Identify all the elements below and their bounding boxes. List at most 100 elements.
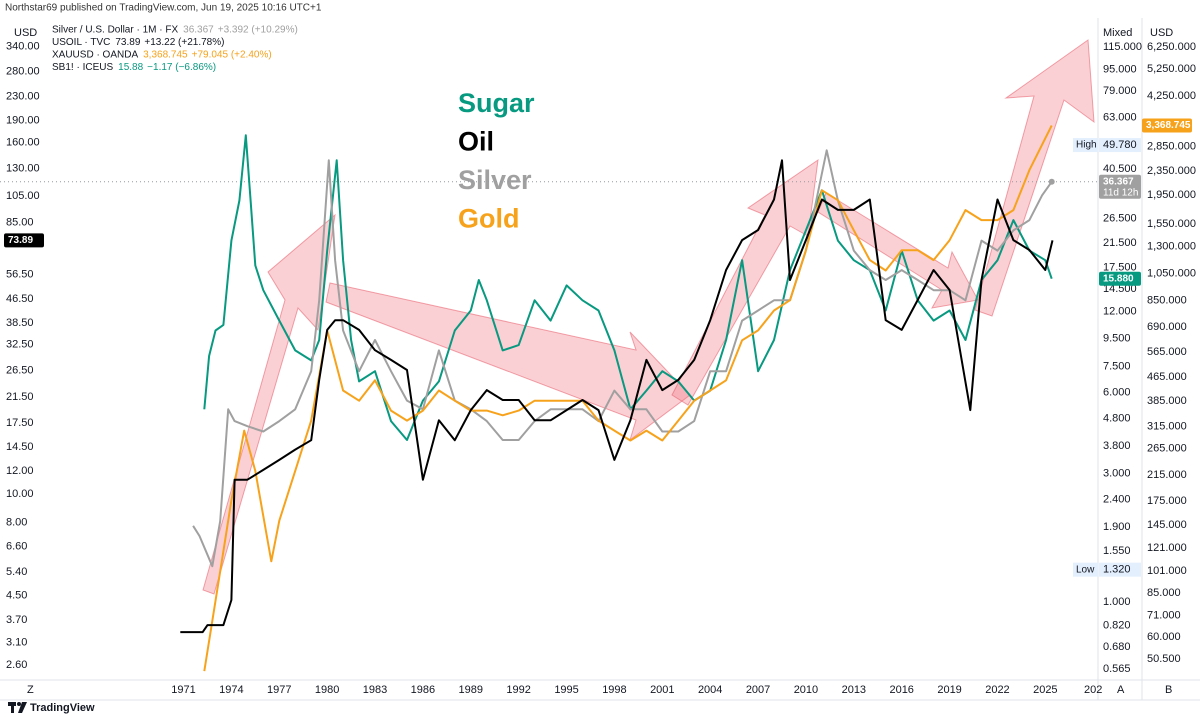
mixed-tick-label: 115.000	[1103, 41, 1142, 53]
legend-change: +3.392 (+10.29%)	[218, 25, 298, 36]
left-tick-label: 38.50	[6, 317, 34, 329]
x-tick-label: 2013	[842, 684, 866, 696]
countdown: 11d 12h	[1103, 187, 1138, 198]
usd-tick-label: 175.000	[1147, 495, 1187, 507]
annotation: Silver	[458, 165, 532, 195]
mixed-tick-label: 40.500	[1103, 163, 1137, 175]
x-tick-label: 2025	[1033, 684, 1057, 696]
x-tick-label: 2016	[889, 684, 913, 696]
annotation: Gold	[458, 204, 520, 234]
mixed-tick-label: 79.000	[1103, 85, 1137, 97]
mixed-tick-label: 12.000	[1103, 305, 1137, 317]
legend-value: 15.88	[118, 62, 143, 73]
high-tag: High	[1076, 140, 1097, 151]
legend-change: +13.22 (+21.78%)	[144, 37, 224, 48]
low-tag-box	[1073, 562, 1098, 577]
left-axis-title: USD	[14, 27, 37, 39]
mixed-tick-label: 1.000	[1103, 596, 1131, 608]
x-tick-label: 1971	[171, 684, 195, 696]
x-tick-label: 1980	[315, 684, 339, 696]
legend-name: USOIL · TVC	[52, 37, 110, 48]
x-tick-label: 1995	[554, 684, 578, 696]
left-tick-label: 46.50	[6, 293, 34, 305]
usd-tick-label: 1,050.000	[1147, 267, 1196, 279]
x-tick-label: 1989	[459, 684, 483, 696]
mixed-tick-label: 26.500	[1103, 213, 1137, 225]
series-line	[192, 149, 1053, 568]
price-label: 36.367	[1103, 176, 1134, 187]
legend-change: +79.045 (+2.40%)	[192, 50, 272, 61]
x-tick-label: 2022	[985, 684, 1009, 696]
legend-name: SB1! · ICEUS	[52, 62, 113, 73]
left-tick-label: 21.50	[6, 391, 34, 403]
usd-tick-label: 1,550.000	[1147, 218, 1196, 230]
left-tick-label: 280.00	[6, 65, 40, 77]
left-tick-label: 230.00	[6, 90, 40, 102]
last-point	[1048, 178, 1055, 185]
left-tick-label: 10.00	[6, 488, 34, 500]
left-tick-label: 14.50	[6, 441, 34, 453]
x-tick-label: 2010	[794, 684, 818, 696]
mixed-tick-label: 63.000	[1103, 111, 1137, 123]
left-tick-label: 12.00	[6, 465, 34, 477]
mixed-tick-label: 9.500	[1103, 333, 1131, 345]
price-label-box	[4, 233, 44, 248]
left-tick-label: 26.50	[6, 364, 34, 376]
arrow	[325, 282, 691, 442]
mixed-tick-label: 2.400	[1103, 494, 1131, 506]
legend-value: 3,368.745	[143, 50, 188, 61]
legend-value: 36.367	[183, 25, 214, 36]
left-tick-label: 8.00	[6, 516, 27, 528]
left-tick-label: 3.70	[6, 614, 27, 626]
left-tick-label: 190.00	[6, 115, 40, 127]
right2-axis-title: USD	[1150, 27, 1173, 39]
publisher: Northstar69 published on TradingView.com…	[5, 3, 322, 14]
usd-tick-label: 121.000	[1147, 542, 1187, 554]
usd-tick-label: 385.000	[1147, 395, 1187, 407]
usd-tick-label: 465.000	[1147, 371, 1187, 383]
mixed-tick-label: 1.900	[1103, 521, 1131, 533]
legend-name: XAUUSD · OANDA	[52, 50, 138, 61]
mixed-tick-label: 21.500	[1103, 237, 1137, 249]
low-tag: Low	[1076, 564, 1095, 575]
brand: TradingView	[30, 702, 95, 714]
left-tick-label: 130.00	[6, 163, 40, 175]
x-tick-label: 2001	[650, 684, 674, 696]
high-tag-box	[1073, 138, 1098, 153]
left-tick-label: 6.60	[6, 541, 27, 553]
mixed-tick-label: 3.800	[1103, 440, 1131, 452]
low-value: 1.320	[1103, 564, 1131, 576]
series-line	[180, 159, 1054, 634]
usd-tick-label: 85.000	[1147, 587, 1181, 599]
logo-shape	[18, 702, 27, 713]
usd-tick-label: 101.000	[1147, 565, 1187, 577]
usd-tick-label: 145.000	[1147, 519, 1187, 531]
logo-shape	[8, 702, 16, 706]
x-tick-label: 1998	[602, 684, 626, 696]
price-label-box	[1099, 271, 1141, 286]
annotation: Sugar	[458, 88, 535, 118]
left-tick-label: 5.40	[6, 566, 27, 578]
left-tick-label: 105.00	[6, 190, 40, 202]
usd-tick-label: 1,950.000	[1147, 189, 1196, 201]
x-tick-label: 1983	[363, 684, 387, 696]
usd-tick-label: 2,350.000	[1147, 165, 1196, 177]
arrow	[202, 213, 336, 595]
mixed-tick-label: 3.000	[1103, 468, 1131, 480]
footer-a: A	[1117, 684, 1125, 696]
left-tick-label: 17.50	[6, 417, 34, 429]
mixed-tick-label: 0.680	[1103, 641, 1131, 653]
usd-tick-label: 60.000	[1147, 631, 1181, 643]
usd-tick-label: 315.000	[1147, 420, 1187, 432]
price-label-box	[1099, 174, 1141, 199]
usd-tick-label: 5,250.000	[1147, 63, 1196, 75]
usd-tick-label: 850.000	[1147, 294, 1187, 306]
usd-tick-label: 265.000	[1147, 442, 1187, 454]
left-tick-label: 85.00	[6, 217, 34, 229]
legend-name: Silver / U.S. Dollar · 1M · FX	[52, 25, 178, 36]
price-label: 3,368.745	[1146, 120, 1191, 131]
usd-tick-label: 4,250.000	[1147, 90, 1196, 102]
x-tick-label: 1992	[506, 684, 530, 696]
